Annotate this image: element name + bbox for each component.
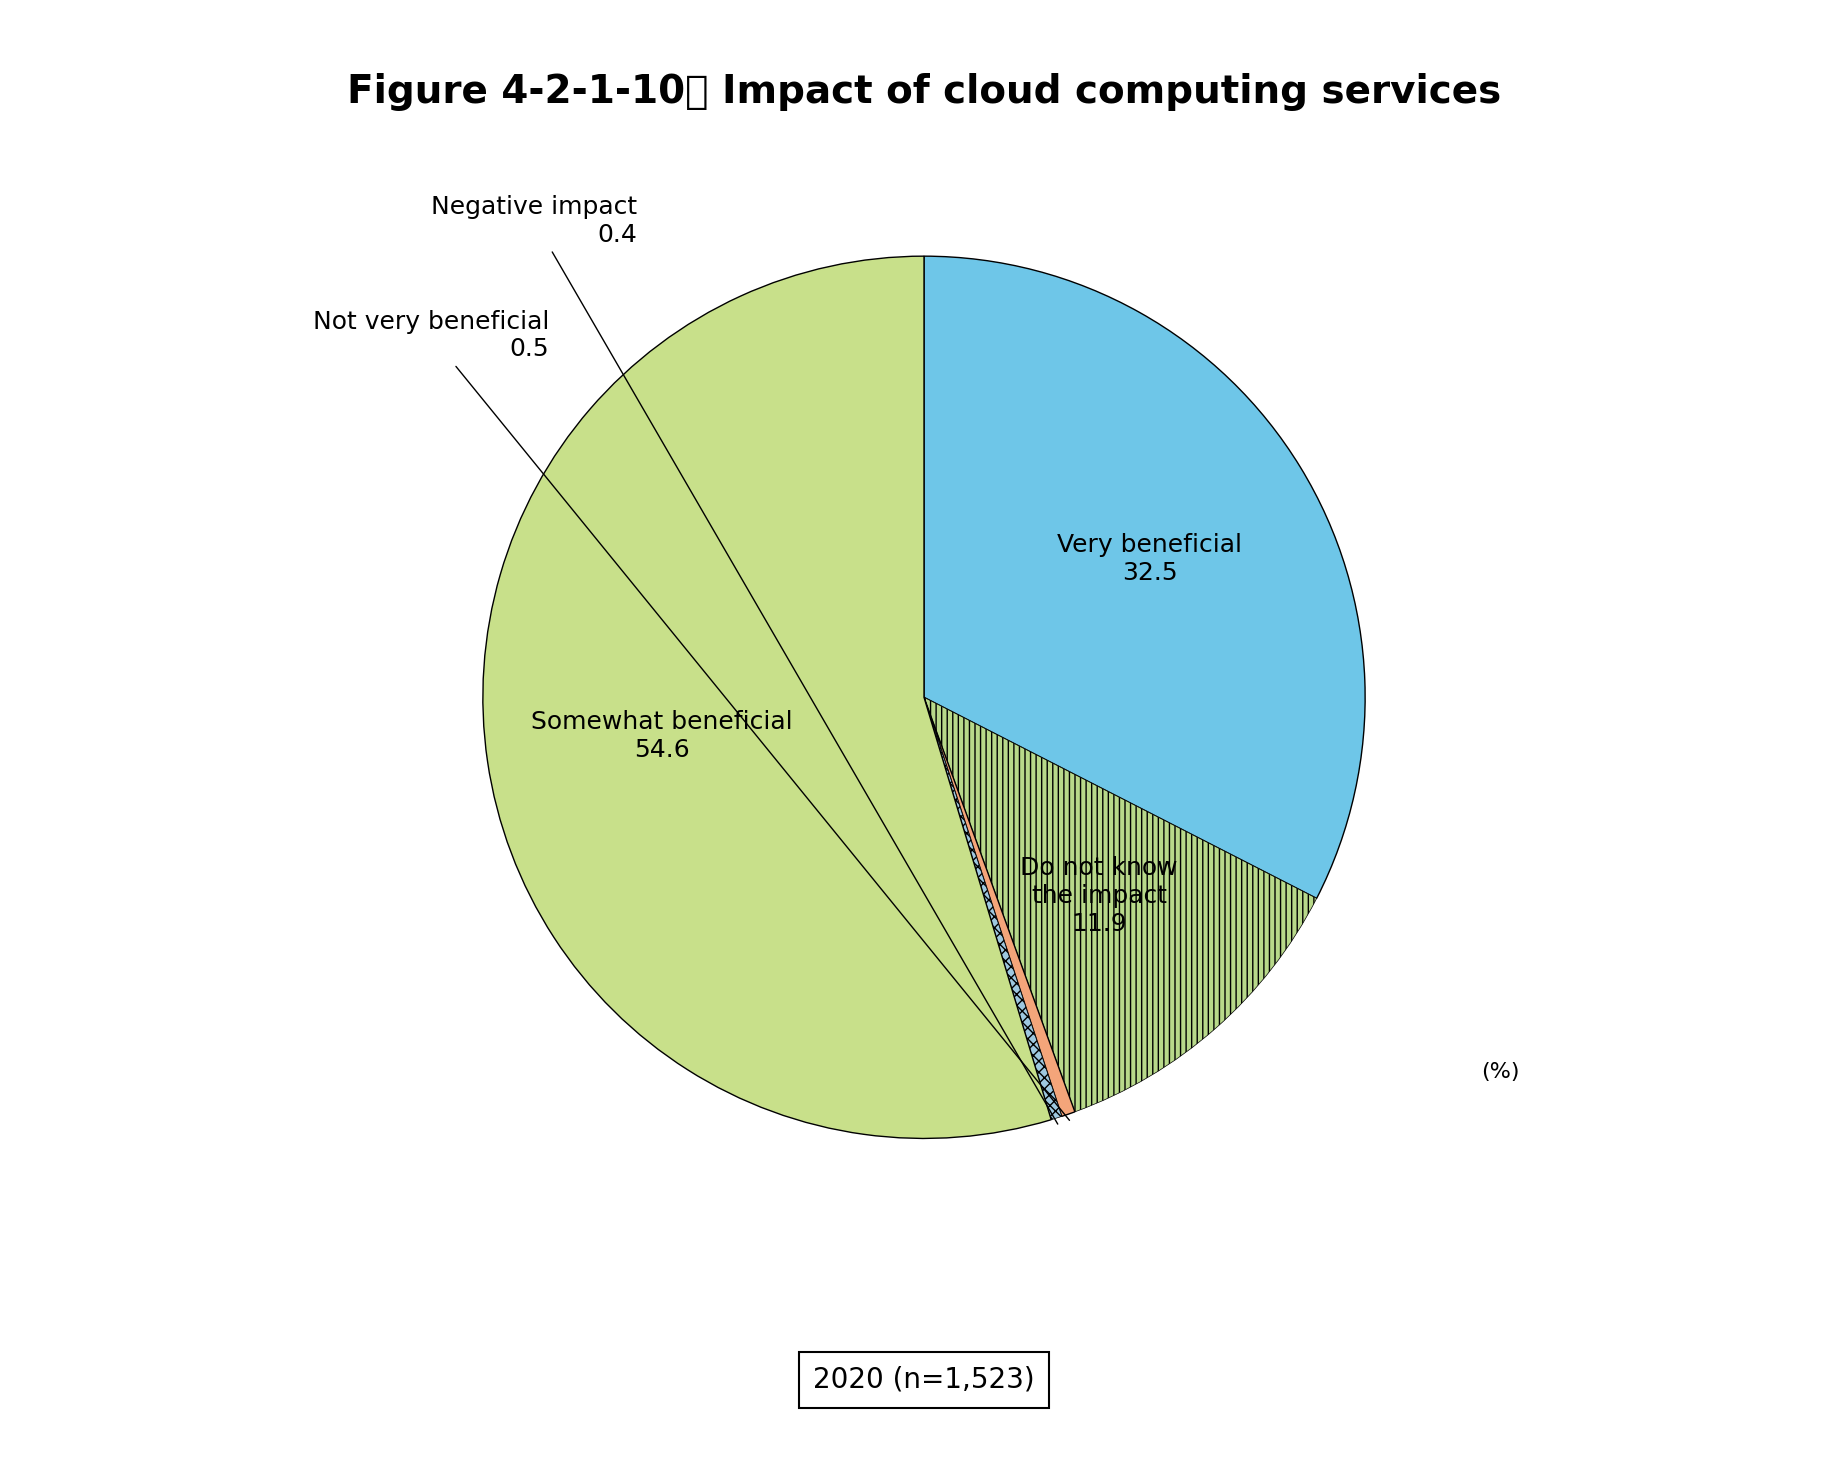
Text: Very beneficial
32.5: Very beneficial 32.5	[1057, 533, 1242, 586]
Wedge shape	[924, 255, 1366, 898]
Text: Do not know
the impact
11.9: Do not know the impact 11.9	[1020, 856, 1177, 935]
Text: (%): (%)	[1480, 1063, 1519, 1082]
Text: Not very beneficial
0.5: Not very beneficial 0.5	[312, 310, 1070, 1120]
Text: Negative impact
0.4: Negative impact 0.4	[431, 195, 1057, 1124]
Wedge shape	[924, 697, 1063, 1120]
Text: Somewhat beneficial
54.6: Somewhat beneficial 54.6	[532, 711, 793, 762]
Wedge shape	[924, 697, 1076, 1116]
Text: Figure 4-2-1-10　 Impact of cloud computing services: Figure 4-2-1-10 Impact of cloud computin…	[347, 73, 1501, 112]
Text: 2020 (n=1,523): 2020 (n=1,523)	[813, 1365, 1035, 1395]
Wedge shape	[924, 697, 1316, 1111]
Wedge shape	[482, 255, 1052, 1139]
